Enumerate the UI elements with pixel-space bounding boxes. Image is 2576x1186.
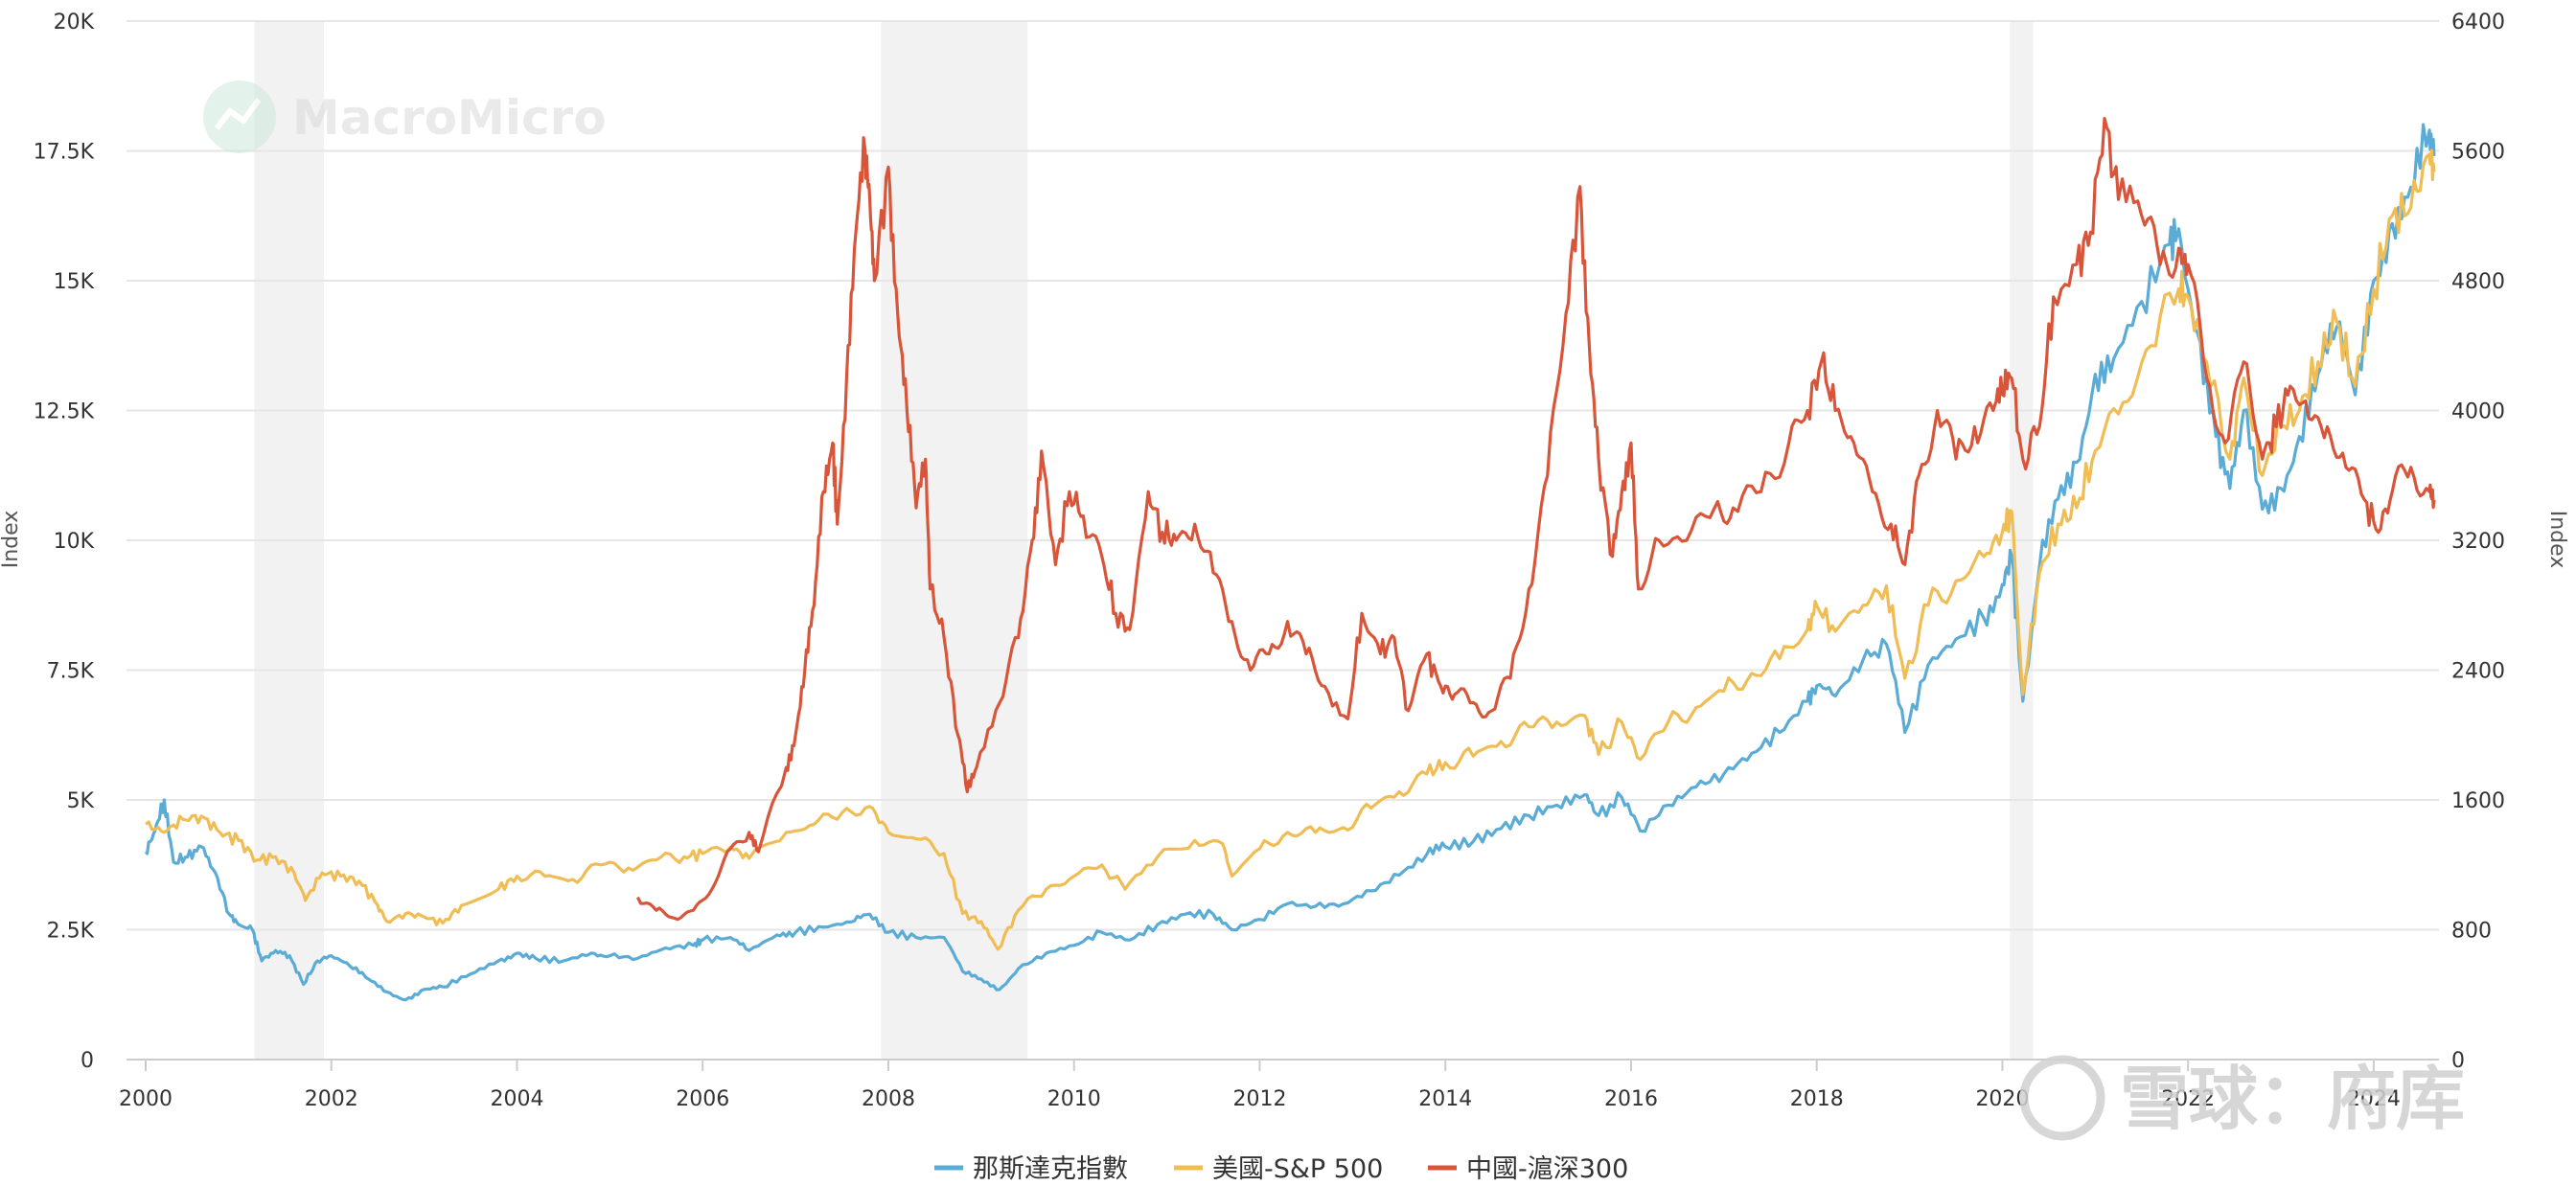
right-y-tick-label: 6400 [2451,11,2505,34]
right-y-tick-label: 5600 [2451,141,2505,165]
macromicro-watermark-text: MacroMicro [292,90,607,146]
x-tick-label: 2022 [2161,1087,2215,1111]
right-y-axis-ticks: 0 800 1600 2400 3200 4000 4800 5600 6400 [2451,11,2505,1073]
x-tick-label: 2024 [2347,1087,2401,1111]
left-y-tick-label: 17.5K [34,141,95,165]
macromicro-logo-trend-icon [214,98,262,130]
left-y-tick-label: 20K [54,11,95,34]
x-tick-label: 2014 [1418,1087,1472,1111]
x-tick-label: 2006 [676,1087,729,1111]
left-y-tick-label: 2.5K [47,920,95,944]
legend-label-1[interactable]: 美國-S&P 500 [1212,1154,1383,1184]
x-tick-label: 2004 [490,1087,543,1111]
legend-label-0[interactable]: 那斯達克指數 [973,1154,1128,1184]
right-y-tick-label: 4000 [2451,400,2505,424]
macromicro-watermark: MacroMicro [203,80,607,153]
left-y-axis-title: Index [0,511,23,569]
right-y-axis-title: Index [2545,511,2569,569]
x-tick-label: 2008 [862,1087,915,1111]
left-y-tick-label: 10K [54,530,95,554]
right-y-tick-label: 3200 [2451,530,2505,554]
x-tick-label: 2012 [1232,1087,1286,1111]
x-tick-label: 2016 [1604,1087,1658,1111]
left-y-axis-ticks: 0 2.5K 5K 7.5K 10K 12.5K 15K 17.5K 20K [34,11,95,1073]
left-y-tick-label: 12.5K [34,400,95,424]
x-axis-ticks: 2000 2002 2004 2006 2008 2010 2012 2014 2016 2018… [119,1060,2401,1111]
x-tick-label: 2002 [305,1087,358,1111]
x-tick-label: 2018 [1790,1087,1844,1111]
right-y-tick-label: 2400 [2451,660,2505,684]
right-y-tick-label: 0 [2451,1049,2465,1073]
right-y-tick-label: 800 [2451,920,2492,944]
right-y-tick-label: 1600 [2451,789,2505,813]
xueqiu-watermark: 雪球：府库 [2019,1055,2465,1141]
series-lines [144,116,2436,1002]
x-tick-label: 2000 [119,1087,172,1111]
legend-label-2[interactable]: 中國-滬深300 [1466,1154,1628,1184]
xueqiu-logo-icon [2019,1055,2105,1141]
left-y-tick-label: 5K [67,789,95,813]
left-y-tick-label: 7.5K [47,660,95,684]
left-y-tick-label: 15K [54,270,95,294]
series-line-0[interactable] [144,123,2436,1002]
series-line-2[interactable] [635,116,2436,922]
legend: 那斯達克指數 美國-S&P 500 中國-滬深300 [934,1154,1628,1184]
xueqiu-watermark-text: 雪球：府库 [2120,1059,2465,1139]
series-line-1[interactable] [145,148,2436,951]
gridlines [126,20,2439,931]
x-tick-label: 2010 [1047,1087,1101,1111]
left-y-tick-label: 0 [80,1049,94,1073]
right-y-tick-label: 4800 [2451,270,2505,294]
